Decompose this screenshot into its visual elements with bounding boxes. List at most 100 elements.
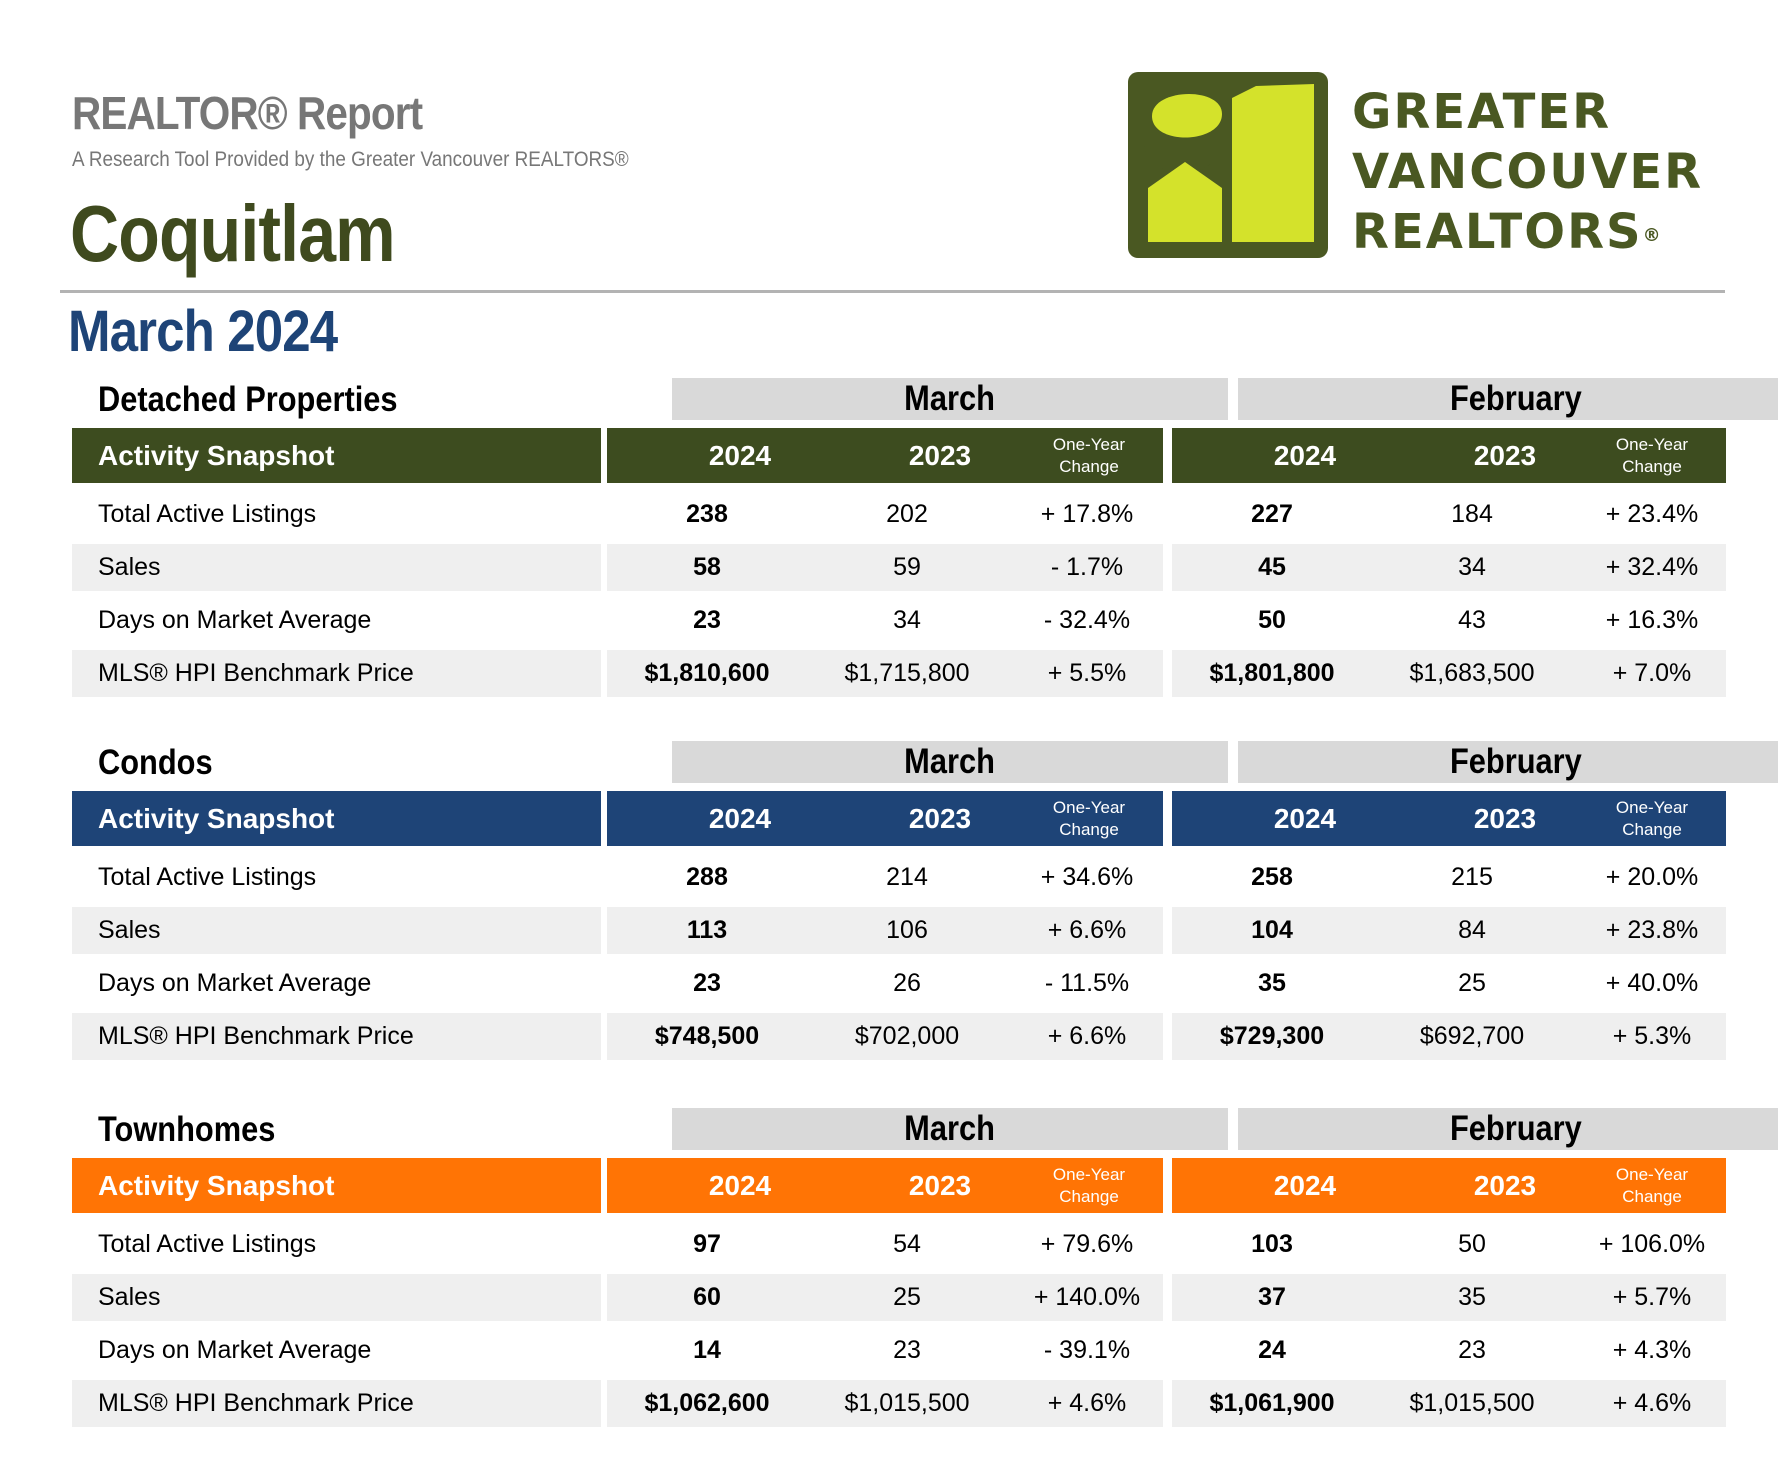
march-2024-value: $748,500 (654, 1022, 760, 1050)
march-2023-value: 23 (893, 1336, 921, 1364)
march-change-value: + 6.6% (1047, 1022, 1127, 1050)
year-previous-label: 2023 (908, 803, 972, 834)
period-title: March 2024 (68, 299, 338, 364)
march-2024-value: 238 (686, 500, 728, 528)
section-condos: Condos March February Activity Snapshot 202… (72, 741, 1778, 1081)
february-2024-value: 24 (1258, 1336, 1286, 1364)
row-shading (1172, 1380, 1726, 1427)
march-2024-value: 58 (693, 553, 721, 581)
february-2024-value: 104 (1251, 916, 1293, 944)
year-current-label: 2024 (1273, 803, 1337, 834)
march-column-header: 2024 2023 One-Year Change (607, 428, 1163, 483)
snapshot-label: Activity Snapshot (98, 1170, 335, 1201)
year-previous-label: 2023 (1473, 803, 1537, 834)
february-change-value: + 5.7% (1612, 1283, 1692, 1311)
february-2023-value: 215 (1451, 863, 1493, 891)
row-shading (72, 1380, 601, 1427)
february-2024-value: 45 (1258, 553, 1286, 581)
march-change-value: + 140.0% (1033, 1283, 1141, 1311)
march-2023-value: 202 (886, 500, 928, 528)
section-detached-properties: Detached Properties March February Activity… (72, 378, 1778, 718)
metric-label: Total Active Listings (98, 863, 317, 891)
february-2023-value: $1,683,500 (1409, 659, 1535, 687)
march-2024-value: 23 (693, 606, 721, 634)
february-2023-value: $692,700 (1419, 1022, 1525, 1050)
march-2024-value: $1,810,600 (644, 659, 770, 687)
february-2023-value: 35 (1458, 1283, 1486, 1311)
report-subtitle: A Research Tool Provided by the Greater … (72, 148, 629, 171)
february-2024-value: $729,300 (1219, 1022, 1325, 1050)
snapshot-header: Activity Snapshot (72, 791, 601, 846)
march-2024-value: 60 (693, 1283, 721, 1311)
march-2024-value: 113 (686, 916, 728, 944)
row-shading (72, 1274, 601, 1321)
march-2023-value: 54 (893, 1230, 921, 1258)
march-2023-value: 25 (893, 1283, 921, 1311)
one-year-change-label: One-Year Change (1052, 1165, 1126, 1206)
snapshot-label: Activity Snapshot (98, 803, 335, 834)
february-2024-value: 50 (1258, 606, 1286, 634)
february-2024-value: $1,801,800 (1209, 659, 1335, 687)
march-change-value: + 6.6% (1047, 916, 1127, 944)
row-shading (1172, 1013, 1726, 1060)
month-previous-header: February (1238, 378, 1778, 420)
metric-label: Days on Market Average (98, 606, 372, 634)
february-change-value: + 7.0% (1612, 659, 1692, 687)
metric-label: Days on Market Average (98, 1336, 372, 1364)
march-2024-value: $1,062,600 (644, 1389, 770, 1417)
march-2024-value: 14 (693, 1336, 721, 1364)
february-2023-value: 23 (1458, 1336, 1486, 1364)
february-2024-value: 258 (1251, 863, 1293, 891)
year-previous-label: 2023 (908, 440, 972, 471)
gvr-logo-icon (1128, 72, 1328, 258)
row-shading (1172, 907, 1726, 954)
february-change-value: + 40.0% (1605, 969, 1699, 997)
logo-line-3: REALTORS (1352, 204, 1643, 260)
row-shading (72, 544, 601, 591)
february-change-value: + 32.4% (1605, 553, 1699, 581)
year-current-label: 2024 (708, 803, 772, 834)
one-year-change-label: One-Year Change (1615, 1165, 1689, 1206)
february-2024-value: 227 (1251, 500, 1293, 528)
march-change-value: - 11.5% (1044, 969, 1130, 997)
march-change-value: + 34.6% (1040, 863, 1134, 891)
one-year-change-label: One-Year Change (1615, 798, 1689, 839)
section-townhomes: Townhomes March February Activity Snapshot … (72, 1108, 1778, 1448)
february-change-value: + 4.3% (1612, 1336, 1692, 1364)
march-2023-value: $1,015,500 (844, 1389, 970, 1417)
metric-label: Total Active Listings (98, 500, 317, 528)
snapshot-label: Activity Snapshot (98, 440, 335, 471)
logo-line-1: GREATER (1352, 84, 1612, 140)
row-shading (607, 650, 1163, 697)
metric-label: MLS® HPI Benchmark Price (98, 1389, 414, 1417)
march-change-value: - 39.1% (1043, 1336, 1131, 1364)
march-2023-value: 34 (893, 606, 921, 634)
metric-label: Sales (98, 553, 161, 581)
area-title: Coquitlam (70, 189, 396, 278)
row-shading (1172, 1274, 1726, 1321)
report-label: REALTOR® Report (72, 87, 423, 139)
year-current-label: 2024 (708, 1170, 772, 1201)
february-2023-value: 34 (1458, 553, 1486, 581)
month-current-header: March (672, 1108, 1228, 1150)
row-shading (72, 1013, 601, 1060)
february-change-value: + 23.8% (1605, 916, 1699, 944)
year-current-label: 2024 (708, 440, 772, 471)
month-previous-header: February (1238, 1108, 1778, 1150)
february-2023-value: 184 (1451, 500, 1493, 528)
one-year-change-label: One-Year Change (1052, 798, 1126, 839)
march-2024-value: 97 (693, 1230, 721, 1258)
year-previous-label: 2023 (1473, 1170, 1537, 1201)
february-2024-value: 35 (1258, 969, 1286, 997)
february-2023-value: 25 (1458, 969, 1486, 997)
february-change-value: + 23.4% (1605, 500, 1699, 528)
row-shading (607, 907, 1163, 954)
february-2023-value: $1,015,500 (1409, 1389, 1535, 1417)
snapshot-header: Activity Snapshot (72, 1158, 601, 1213)
march-change-value: + 5.5% (1047, 659, 1127, 687)
month-previous-header: February (1238, 741, 1778, 783)
snapshot-header: Activity Snapshot (72, 428, 601, 483)
section-title: Detached Properties (98, 380, 398, 419)
metric-label: MLS® HPI Benchmark Price (98, 1022, 414, 1050)
march-2023-value: 106 (886, 916, 928, 944)
